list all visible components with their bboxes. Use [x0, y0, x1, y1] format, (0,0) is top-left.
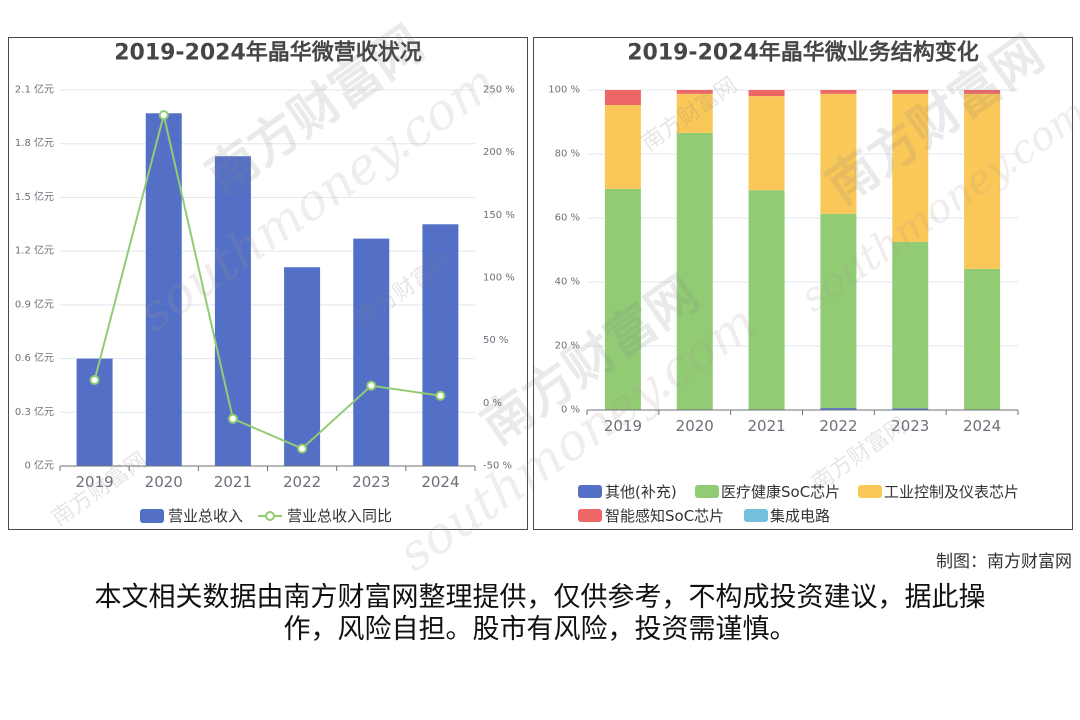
revenue-chart-panel: 2019-2024年晶华微营收状况 0 亿元 0.3 亿元 0.6 亿元 0.9 亿元 1…	[8, 37, 528, 530]
structure-bar-segment	[748, 190, 785, 410]
x-axis-tick-label: 2021	[214, 473, 252, 491]
x-axis-tick-label: 2021	[747, 417, 785, 435]
y-axis-left-tick-label: 1.2 亿元	[15, 244, 54, 257]
structure-bar-segment	[604, 188, 641, 410]
x-axis-tick-label: 2022	[819, 417, 857, 435]
y-axis-right-tick-label: 200 %	[483, 147, 515, 158]
revenue-bar	[284, 267, 321, 466]
structure-bar-segment	[676, 90, 713, 94]
y-axis-tick-label: 20 %	[555, 341, 580, 352]
x-axis-tick-label: 2023	[891, 417, 929, 435]
y-axis-right-tick-label: 0 %	[483, 398, 502, 409]
x-axis-tick-label: 2022	[283, 473, 321, 491]
chart-title: 2019-2024年晶华微营收状况	[114, 40, 422, 66]
y-axis-tick-label: 0 %	[561, 405, 580, 416]
x-axis-tick-label: 2023	[352, 473, 390, 491]
structure-bar-segment	[892, 93, 929, 242]
legend-label: 医疗健康SoC芯片	[721, 483, 840, 501]
revenue-bar	[422, 224, 459, 466]
y-axis-tick-label: 40 %	[555, 277, 580, 288]
revenue-bar	[353, 238, 390, 466]
business-structure-chart-panel: 2019-2024年晶华微业务结构变化 0 % 20 % 40 % 60 % 80 % 10…	[533, 37, 1073, 530]
y-axis-right-tick-label: 100 %	[483, 273, 515, 284]
structure-bar-segment	[892, 90, 929, 94]
legend-swatch-revenue	[140, 509, 164, 523]
legend-swatch	[578, 509, 602, 522]
structure-bar-segment	[892, 408, 929, 410]
y-axis-tick-label: 100 %	[548, 85, 580, 96]
legend-label: 集成电路	[770, 507, 830, 525]
yoy-growth-point	[227, 413, 238, 424]
structure-bar-segment	[964, 268, 1001, 410]
structure-bar-segment	[820, 90, 857, 94]
yoy-growth-point	[158, 110, 169, 121]
structure-bar-segment	[748, 96, 785, 191]
x-axis-tick-label: 2019	[75, 473, 113, 491]
chart-legend: 营业总收入 营业总收入同比	[140, 507, 392, 525]
y-axis-left-tick-label: 0 亿元	[24, 459, 54, 472]
structure-bar-segment	[604, 90, 641, 106]
y-axis-right-tick-label: 250 %	[483, 85, 515, 96]
business-structure-chart: 2019-2024年晶华微业务结构变化 0 % 20 % 40 % 60 % 80 % 10…	[548, 40, 1019, 526]
y-axis-tick-label: 60 %	[555, 213, 580, 224]
revenue-bar	[76, 358, 113, 466]
legend-label: 营业总收入同比	[287, 507, 392, 525]
chart-title: 2019-2024年晶华微业务结构变化	[627, 40, 979, 66]
disclaimer-line: 本文相关数据由南方财富网整理提供，仅供参考，不构成投资建议，据此操	[94, 582, 986, 613]
structure-bar-segment	[748, 90, 785, 97]
chart-credit: 制图：南方财富网	[936, 552, 1072, 572]
y-axis-left-tick-label: 0.9 亿元	[15, 297, 54, 310]
y-axis-tick-label: 80 %	[555, 149, 580, 160]
x-axis-tick-label: 2019	[604, 417, 642, 435]
yoy-growth-point	[89, 375, 100, 386]
legend-label: 营业总收入	[168, 507, 243, 525]
yoy-growth-point	[297, 443, 308, 454]
structure-bar-segment	[820, 213, 857, 409]
structure-bar-segment	[820, 408, 857, 410]
legend-label: 工业控制及仪表芯片	[884, 483, 1019, 501]
y-axis-left-tick-label: 1.5 亿元	[15, 190, 54, 203]
y-axis-left-tick-label: 0.3 亿元	[15, 405, 54, 418]
y-axis-left-tick-label: 2.1 亿元	[15, 83, 54, 96]
disclaimer-line: 作，风险自担。股市有风险，投资需谨慎。	[283, 614, 797, 645]
legend-swatch-yoy-point	[265, 511, 275, 521]
y-axis-right-tick-label: -50 %	[483, 461, 512, 472]
y-axis-right-tick-label: 150 %	[483, 210, 515, 221]
legend-swatch	[744, 509, 768, 522]
x-axis-tick-label: 2020	[145, 473, 183, 491]
yoy-growth-line	[93, 114, 441, 450]
legend-swatch	[578, 485, 602, 498]
structure-bar-segment	[964, 93, 1001, 269]
structure-bar-segment	[676, 132, 713, 410]
structure-bar-segment	[676, 93, 713, 133]
structure-bar-segment	[820, 93, 857, 214]
legend-swatch	[858, 485, 882, 498]
x-axis-tick-label: 2020	[676, 417, 714, 435]
structure-bar-segment	[604, 105, 641, 189]
revenue-chart: 2019-2024年晶华微营收状况 0 亿元 0.3 亿元 0.6 亿元 0.9 亿元 1…	[15, 40, 515, 526]
structure-bar-segment	[892, 242, 929, 409]
structure-bar-segment	[964, 90, 1001, 94]
yoy-growth-point	[366, 380, 377, 391]
x-axis-tick-label: 2024	[963, 417, 1001, 435]
yoy-growth-point	[435, 390, 446, 401]
legend-swatch	[695, 485, 719, 498]
y-axis-right-tick-label: 50 %	[483, 335, 508, 346]
legend-label: 其他(补充)	[605, 483, 677, 501]
legend-label: 智能感知SoC芯片	[605, 507, 724, 525]
x-axis-tick-label: 2024	[421, 473, 459, 491]
y-axis-left-tick-label: 1.8 亿元	[15, 136, 54, 149]
y-axis-left-tick-label: 0.6 亿元	[15, 351, 54, 364]
